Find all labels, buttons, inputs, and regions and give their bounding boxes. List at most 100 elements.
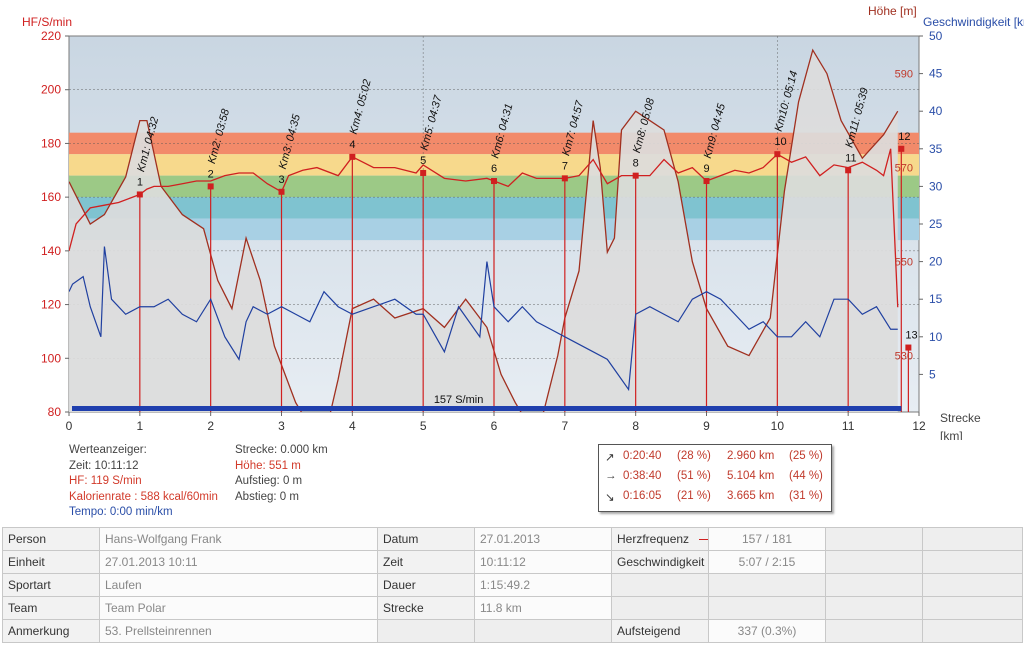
speed-tick-label: 40 — [929, 104, 943, 118]
ascending-value: 337 (0.3%) — [708, 619, 826, 643]
speed-axis-title: Geschwindigkeit [km/h] — [923, 15, 1024, 29]
value-pace: Tempo: 0:00 min/km — [69, 506, 173, 518]
downhill-distance: 3.665 km — [727, 490, 775, 502]
km-split-number: 5 — [420, 155, 426, 167]
elevation-line — [69, 48, 899, 412]
speed-tick-label: 5 — [929, 367, 936, 381]
elevation-tick-label: 570 — [895, 163, 913, 175]
km-split-number: 7 — [562, 160, 568, 172]
gradient-row-downhill: ↘ 0:16:05 (21 %) 3.665 km (31 %) — [599, 490, 831, 510]
duration-value: 1:15:49.2 — [474, 573, 612, 597]
summary-table: Person Hans-Wolfgang Frank Datum 27.01.2… — [2, 527, 1023, 643]
flat-icon: → — [605, 470, 617, 482]
flat-distance: 5.104 km — [727, 470, 775, 482]
elevation-tick-label: 550 — [895, 257, 913, 269]
km-split-marker — [845, 167, 852, 174]
person-value: Hans-Wolfgang Frank — [99, 527, 378, 551]
km-split-marker — [905, 344, 912, 351]
km-split-marker — [207, 183, 214, 190]
unit-label: Einheit — [2, 550, 100, 574]
time-label: Zeit — [377, 550, 475, 574]
empty-cell — [922, 596, 1023, 620]
empty-cell — [825, 527, 923, 551]
elevation-tick-label: 530 — [895, 351, 913, 363]
distance-label: Strecke — [377, 596, 475, 620]
empty-cell — [611, 596, 709, 620]
speed-label: Geschwindigkeit — [617, 555, 705, 569]
empty-cell — [922, 619, 1023, 643]
hf-tick-label: 120 — [41, 298, 61, 312]
empty-cell — [825, 573, 923, 597]
date-label: Datum — [377, 527, 475, 551]
note-value: 53. Prellsteinrennen — [99, 619, 378, 643]
value-elevation: Höhe: 551 m — [235, 459, 301, 472]
km-split-number: 4 — [349, 139, 355, 151]
km-split-number: 10 — [774, 136, 786, 148]
downhill-time: 0:16:05 — [623, 490, 662, 502]
x-tick-label: 3 — [278, 419, 285, 433]
value-descent: Abstieg: 0 m — [235, 490, 299, 503]
hf-label-cell: Herzfrequenz — [611, 527, 709, 551]
hf-tick-label: 200 — [41, 83, 61, 97]
x-tick-label: 11 — [842, 419, 855, 433]
flat-time-pct: (51 %) — [677, 470, 711, 482]
gradient-row-flat: → 0:38:40 (51 %) 5.104 km (44 %) — [599, 470, 831, 490]
elevation-area — [69, 50, 898, 412]
km-split-marker — [898, 145, 905, 152]
hf-tick-label: 180 — [41, 136, 61, 150]
uphill-distance-pct: (25 %) — [789, 450, 823, 462]
unit-value: 27.01.2013 10:11 — [99, 550, 378, 574]
km-split-number: 1 — [137, 176, 143, 188]
ascending-label: Aufsteigend — [611, 619, 709, 643]
uphill-time-pct: (28 %) — [677, 450, 711, 462]
speed-tick-label: 50 — [929, 29, 943, 43]
hr-zone-band — [69, 154, 919, 176]
empty-cell — [825, 619, 923, 643]
empty-cell — [708, 573, 826, 597]
x-tick-label: 6 — [491, 419, 498, 433]
uphill-time: 0:20:40 — [623, 450, 662, 462]
value-display-panel-2: Strecke: 0.000 km Höhe: 551 m Aufstieg: … — [235, 443, 328, 505]
hf-legend-swatch — [699, 539, 708, 541]
hf-label: Herzfrequenz — [617, 532, 690, 546]
speed-tick-label: 30 — [929, 179, 943, 193]
x-tick-label: 9 — [703, 419, 710, 433]
empty-cell — [825, 550, 923, 574]
value-display-title: Werteanzeiger: — [69, 444, 147, 456]
hf-tick-label: 100 — [41, 351, 61, 365]
hf-tick-label: 140 — [41, 244, 61, 258]
speed-tick-label: 15 — [929, 292, 943, 306]
empty-cell — [922, 527, 1023, 551]
km-split-marker — [420, 169, 427, 176]
uphill-icon: ↗ — [605, 452, 615, 464]
note-label: Anmerkung — [2, 619, 100, 643]
hf-tick-label: 220 — [41, 29, 61, 43]
team-value: Team Polar — [99, 596, 378, 620]
km-split-number: 3 — [279, 174, 285, 186]
heart-rate-line — [69, 148, 899, 308]
value-distance: Strecke: 0.000 km — [235, 444, 328, 456]
gradient-row-uphill: ↗ 0:20:40 (28 %) 2.960 km (25 %) — [599, 450, 831, 470]
km-split-number: 11 — [845, 152, 856, 164]
x-tick-label: 1 — [136, 419, 143, 433]
downhill-icon: ↘ — [605, 492, 615, 504]
speed-value: 5:07 / 2:15 — [708, 550, 826, 574]
hf-tick-label: 160 — [41, 190, 61, 204]
empty-cell — [825, 596, 923, 620]
speed-label-cell: Geschwindigkeit — [611, 550, 709, 574]
x-tick-label: 5 — [420, 419, 427, 433]
chart: 157 S/min 801001201401601802002205101520… — [22, 4, 1024, 440]
km-split-number: 9 — [704, 163, 710, 175]
table-row: Team Team Polar Strecke 11.8 km — [2, 596, 1023, 620]
hf-value: 157 / 181 — [708, 527, 826, 551]
x-tick-label: 2 — [207, 419, 214, 433]
km-split-number: 6 — [491, 163, 497, 175]
x-tick-label: 8 — [632, 419, 639, 433]
table-row: Person Hans-Wolfgang Frank Datum 27.01.2… — [2, 527, 1023, 551]
value-display-panel: Werteanzeiger: Zeit: 10:11:12 HF: 119 S/… — [69, 443, 218, 521]
value-calories: Kalorienrate : 588 kcal/60min — [69, 490, 218, 503]
empty-cell — [708, 596, 826, 620]
gradient-stats-box: ↗ 0:20:40 (28 %) 2.960 km (25 %) → 0:38:… — [598, 444, 832, 512]
empty-cell — [474, 619, 612, 643]
empty-cell — [922, 550, 1023, 574]
